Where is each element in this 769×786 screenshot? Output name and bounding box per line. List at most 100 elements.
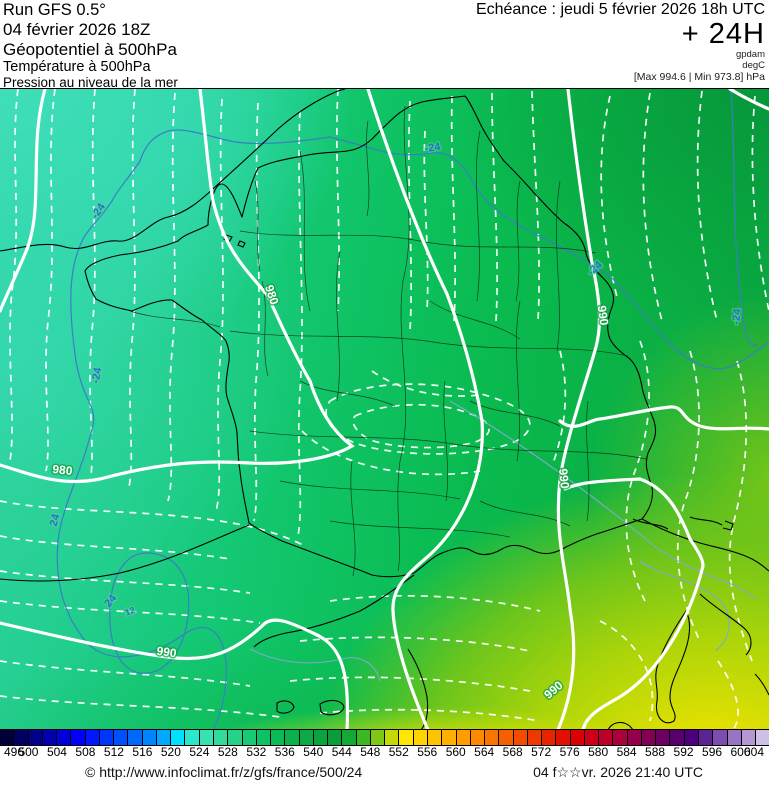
colorbar-cell xyxy=(312,730,328,745)
colorbar-cell xyxy=(56,730,71,745)
colorbar-tick: 576 xyxy=(559,745,580,759)
department-borders xyxy=(129,105,647,577)
colorbar-cell xyxy=(27,730,42,745)
colorbar-cell xyxy=(441,730,456,745)
colorbar-tick: 544 xyxy=(331,745,352,759)
colorbar-cell xyxy=(198,730,213,745)
colorbar-cell xyxy=(569,730,584,745)
spain-north-coast xyxy=(0,524,250,582)
colorbar-cell xyxy=(698,730,713,745)
header: Run GFS 0.5° 04 février 2026 18Z Géopote… xyxy=(0,0,769,90)
colorbar-tick: 532 xyxy=(246,745,267,759)
weather-map: 980 980 990 990 990 990 -24 -24 -24 -24 -24 24 24 12 xyxy=(0,88,769,729)
isobar-right-mid xyxy=(558,405,769,431)
colorbar-cell xyxy=(412,730,427,745)
pressure-minmax: [Max 994.6 | Min 973.8] hPa xyxy=(633,71,765,83)
colorbar-cell xyxy=(384,730,399,745)
colorbar-tick: 572 xyxy=(531,745,552,759)
colorbar-cell xyxy=(455,730,470,745)
isobar-label: 990 xyxy=(156,644,178,661)
colorbar-cell xyxy=(469,730,485,745)
isobar-label: 990 xyxy=(595,305,612,327)
colorbar-cell xyxy=(227,730,242,745)
coastline-borders xyxy=(0,89,769,729)
colorbar-cell xyxy=(712,730,727,745)
forecast-step: + 24H xyxy=(681,18,765,50)
colorbar-tick: 528 xyxy=(217,745,238,759)
colorbar-scale: 496 500 504 508 512 516 520 524 528 532 536 540 544 5… xyxy=(0,746,769,758)
field-geopotential: Géopotentiel à 500hPa xyxy=(3,40,177,59)
colorbar-cell xyxy=(555,730,570,745)
colorbar-tick: 588 xyxy=(645,745,666,759)
colorbar-cell xyxy=(640,730,656,745)
colorbar-tick: 584 xyxy=(616,745,637,759)
temperature-label: -24 xyxy=(90,366,105,385)
unit-gpdam: gpdam xyxy=(735,49,765,60)
colorbar-cell xyxy=(512,730,527,745)
isobar-label: 980 xyxy=(52,462,74,478)
colorbar-cell xyxy=(655,730,670,745)
colorbar-tick: 496 xyxy=(3,745,25,759)
isobar-lines xyxy=(0,89,769,729)
model-info: Run GFS 0.5° 04 février 2026 18Z Géopote… xyxy=(3,1,178,90)
balearic-islands xyxy=(276,699,345,716)
colorbar-tick: 552 xyxy=(388,745,409,759)
temperature-lines xyxy=(56,89,769,729)
colorbar-cell xyxy=(498,730,513,745)
isobar-990-east xyxy=(556,89,602,729)
isobar-north-central xyxy=(366,89,484,729)
field-temperature: Température à 500hPa xyxy=(3,59,151,75)
colorbar-tick: 564 xyxy=(474,745,495,759)
italy-coast xyxy=(641,518,769,696)
colorbar-tick: 516 xyxy=(132,745,153,759)
colorbar-cell xyxy=(98,730,114,745)
colorbar-cell xyxy=(327,730,342,745)
colorbar-cell xyxy=(255,730,271,745)
colorbar-cell xyxy=(398,730,413,745)
colorbar-cell xyxy=(284,730,299,745)
valid-time: Echéance : jeudi 5 février 2026 18h UTC xyxy=(475,1,765,18)
colorbar-tick: 580 xyxy=(588,745,609,759)
colorbar-cell xyxy=(141,730,156,745)
colorbar-cell xyxy=(155,730,171,745)
colorbar-cell xyxy=(726,730,741,745)
isobar-top-right xyxy=(728,89,769,111)
temperature-label: 24 xyxy=(102,592,120,610)
colorbar-cell xyxy=(341,730,356,745)
temperature-label: -24 xyxy=(89,201,108,222)
isobar-label: 990 xyxy=(556,468,572,490)
colorbar-cell xyxy=(740,730,756,745)
isobar-label: 980 xyxy=(262,283,282,307)
geopotential-color-field xyxy=(0,89,769,729)
colorbar-cell xyxy=(270,730,285,745)
colorbar-cell xyxy=(113,730,128,745)
colorbar-tick: 600 xyxy=(730,745,751,759)
isobar-label: 990 xyxy=(541,678,566,702)
colorbar-tick: 524 xyxy=(189,745,210,759)
colorbar-cell xyxy=(598,730,613,745)
colorbar-cell xyxy=(426,730,442,745)
temperature-label: -24 xyxy=(424,141,442,155)
temperature-label: -24 xyxy=(585,258,606,278)
colorbar-cell xyxy=(355,730,370,745)
colorbar-cell xyxy=(526,730,542,745)
colorbar-tick: 604 xyxy=(743,745,765,759)
generation-timestamp: 04 f☆☆vr. 2026 21:40 UTC xyxy=(533,763,703,780)
temperature-label: 24 xyxy=(48,512,63,528)
footer: © http://www.infoclimat.fr/z/gfs/france/… xyxy=(0,758,769,786)
temperature-label: -24 xyxy=(730,307,743,325)
colorbar-cell xyxy=(755,730,769,745)
sardinia-tip xyxy=(607,721,633,729)
colorbar-cell xyxy=(84,730,99,745)
field-pressure: Pression au niveau de la mer xyxy=(3,75,178,90)
colorbar-tick: 536 xyxy=(274,745,295,759)
colorbar-tick: 504 xyxy=(46,745,67,759)
colorbar-cell xyxy=(298,730,313,745)
england-coast xyxy=(0,89,346,252)
colorbar-cell xyxy=(669,730,684,745)
colorbar-tick: 568 xyxy=(502,745,523,759)
colorbar-cell xyxy=(541,730,556,745)
forecast-info: Echéance : jeudi 5 février 2026 18h UTC … xyxy=(476,0,765,84)
colorbar-tick: 556 xyxy=(417,745,438,759)
